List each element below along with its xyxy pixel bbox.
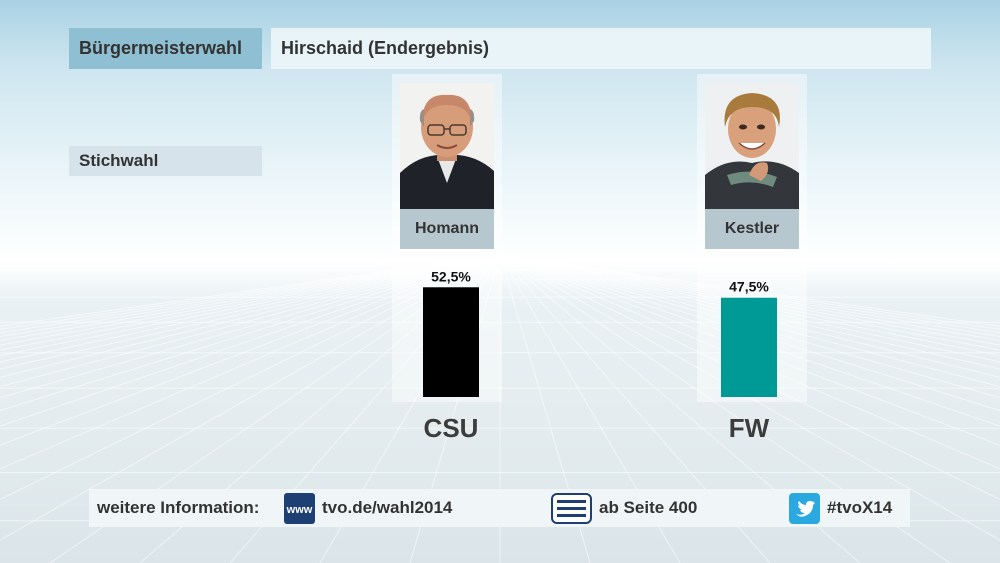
twitter-icon [789,493,820,524]
candidate-name-kestler: Kestler [705,209,799,249]
candidate-photo-homann [400,83,494,209]
party-label-fw: FW [729,413,770,443]
value-label-fw: 47,5% [729,279,769,295]
candidate-name-homann: Homann [400,209,494,249]
info-footer: weitere Information: www tvo.de/wahl2014… [89,489,910,527]
round-label: Stichwahl [69,146,262,176]
bar-csu [423,287,479,397]
website-link[interactable]: tvo.de/wahl2014 [322,498,453,517]
teletext-icon [551,493,592,524]
bar-fw [721,297,777,397]
hashtag[interactable]: #tvoX14 [827,498,893,517]
page-title: Hirschaid (Endergebnis) [271,28,931,69]
candidate-photo-kestler [705,83,799,209]
party-label-csu: CSU [424,413,479,443]
teletext-page: ab Seite 400 [599,498,698,517]
value-label-csu: 52,5% [431,268,471,284]
www-icon: www [284,493,315,524]
www-icon-text: www [286,504,313,516]
info-label: weitere Information: [97,498,260,517]
election-type-label: Bürgermeisterwahl [69,28,262,69]
